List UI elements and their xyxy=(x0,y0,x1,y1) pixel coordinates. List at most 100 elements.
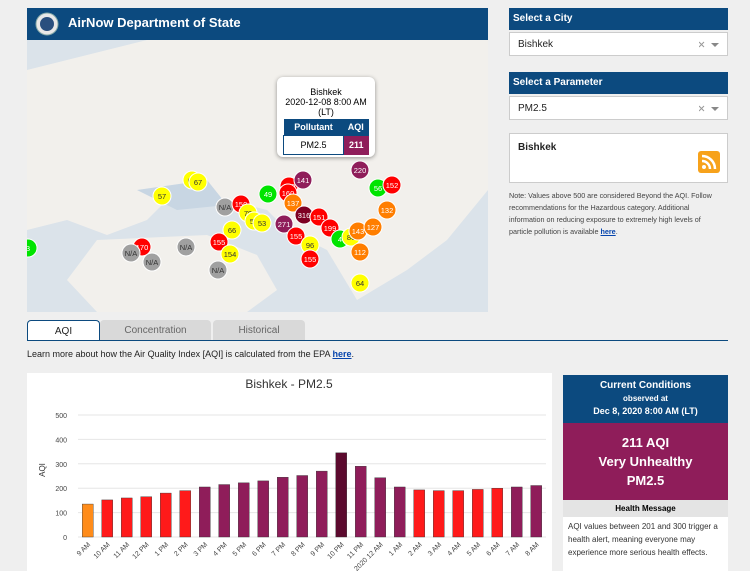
marker-label: 154 xyxy=(224,250,237,259)
marker-label: 57 xyxy=(158,192,166,201)
map-marker[interactable] xyxy=(222,220,242,240)
popup: Bishkek 2020-12-08 8:00 AM (LT) Pollutan… xyxy=(277,77,375,157)
bar xyxy=(472,489,484,538)
x-tick-label: 8 AM xyxy=(524,541,540,557)
marker-label: N/A xyxy=(180,243,193,252)
cond-category: Very Unhealthy xyxy=(598,454,693,469)
param-value: PM2.5 xyxy=(518,103,547,114)
map-marker[interactable] xyxy=(350,160,370,180)
x-tick-label: 6 PM xyxy=(251,541,268,558)
note: Note: Values above 500 are considered Be… xyxy=(509,190,719,238)
cond-aqi-box: 211 AQI Very Unhealthy PM2.5 xyxy=(563,423,728,500)
map-marker[interactable] xyxy=(293,170,313,190)
x-tick-label: 8 PM xyxy=(290,541,307,558)
y-tick-label: 500 xyxy=(55,413,67,420)
x-tick-label: 4 PM xyxy=(212,541,229,558)
marker-label: 316 xyxy=(298,211,311,220)
map-marker[interactable] xyxy=(121,243,141,263)
info-city: Bishkek xyxy=(518,142,557,153)
health-text: AQI values between 201 and 300 trigger a… xyxy=(568,522,718,557)
map-marker[interactable] xyxy=(252,213,272,233)
marker-label: N/A xyxy=(125,249,138,258)
map-marker[interactable] xyxy=(300,249,320,269)
cond-pollutant: PM2.5 xyxy=(626,473,665,488)
map-marker[interactable] xyxy=(220,244,240,264)
bar xyxy=(335,452,347,538)
map-marker[interactable] xyxy=(152,186,172,206)
x-tick-label: 10 AM xyxy=(93,541,112,560)
x-tick-label: 1 AM xyxy=(388,541,404,557)
conditions: Current Conditions observed at Dec 8, 20… xyxy=(563,375,728,571)
bar xyxy=(530,485,542,538)
learn-end: . xyxy=(351,349,355,359)
map-marker[interactable] xyxy=(286,226,306,246)
bar xyxy=(491,487,503,538)
bar xyxy=(179,490,191,538)
cond-observed: observed at xyxy=(623,394,668,403)
map-marker[interactable] xyxy=(283,193,303,213)
bar xyxy=(296,475,308,538)
map-marker[interactable] xyxy=(350,273,370,293)
marker-label: N/A xyxy=(212,266,225,275)
x-tick-label: 5 AM xyxy=(466,541,482,557)
map-marker[interactable] xyxy=(208,260,228,280)
map-marker[interactable] xyxy=(209,232,229,252)
bar xyxy=(199,486,211,538)
map-marker[interactable] xyxy=(274,214,294,234)
map-marker[interactable] xyxy=(382,175,402,195)
city-value: Bishkek xyxy=(518,39,554,50)
marker-label: 132 xyxy=(381,206,394,215)
marker-label: N/A xyxy=(219,203,232,212)
x-tick-label: 2 PM xyxy=(173,541,190,558)
y-axis-label: AQI xyxy=(38,463,47,477)
map[interactable]: 63675749N/A15079505366271155154N/A170N/A… xyxy=(27,40,488,312)
marker-label: 160 xyxy=(282,189,295,198)
note-end: . xyxy=(615,227,618,236)
tab[interactable]: AQI xyxy=(27,320,100,341)
bar xyxy=(394,486,406,538)
marker-label: 53 xyxy=(258,219,266,228)
map-marker[interactable] xyxy=(350,242,370,262)
cond-datetime: Dec 8, 2020 8:00 AM (LT) xyxy=(593,406,698,416)
marker-label: 64 xyxy=(356,279,364,288)
select-icons xyxy=(699,41,719,48)
marker-label: 271 xyxy=(278,220,291,229)
map-marker[interactable] xyxy=(188,172,208,192)
map-marker[interactable] xyxy=(363,217,383,237)
tab[interactable]: Historical xyxy=(213,320,305,340)
x-tick-label: 12 PM xyxy=(131,541,150,560)
popup-col: Pollutant xyxy=(294,122,333,132)
health-title: Health Message xyxy=(563,500,728,517)
tab[interactable]: Concentration xyxy=(100,320,211,340)
marker-label: 86 xyxy=(347,233,355,242)
y-tick-label: 0 xyxy=(63,535,67,542)
rss-icon[interactable] xyxy=(698,151,720,173)
marker-label: 155 xyxy=(304,255,317,264)
marker-label: 66 xyxy=(228,226,236,235)
map-marker[interactable] xyxy=(377,200,397,220)
marker-label: 220 xyxy=(354,166,367,175)
cond-title: Current Conditions xyxy=(599,380,692,391)
city-select[interactable]: Bishkek xyxy=(509,32,728,56)
marker-label: 141 xyxy=(297,176,310,185)
select-icons xyxy=(699,105,719,112)
x-tick-label: 3 AM xyxy=(427,541,443,557)
x-tick-label: 4 AM xyxy=(446,541,462,557)
bar xyxy=(160,492,172,538)
note-text: Note: Values above 500 are considered Be… xyxy=(509,191,712,236)
x-tick-label: 11 AM xyxy=(113,541,132,560)
map-marker[interactable] xyxy=(176,237,196,257)
map-marker[interactable] xyxy=(258,184,278,204)
marker-label: 49 xyxy=(264,190,272,199)
popup-city: Bishkek xyxy=(310,87,342,97)
learn-link[interactable]: here xyxy=(332,349,352,359)
x-tick-label: 3 PM xyxy=(193,541,210,558)
note-link[interactable]: here xyxy=(600,227,616,236)
param-label: Select a Parameter xyxy=(509,72,728,94)
map-marker[interactable] xyxy=(27,238,38,258)
chart: Bishkek - PM2.5 AQI 0 100 200 300 400 500 9 AM… xyxy=(27,373,552,571)
param-select[interactable]: PM2.5 xyxy=(509,96,728,120)
map-marker[interactable] xyxy=(142,252,162,272)
y-tick-label: 100 xyxy=(55,511,67,518)
